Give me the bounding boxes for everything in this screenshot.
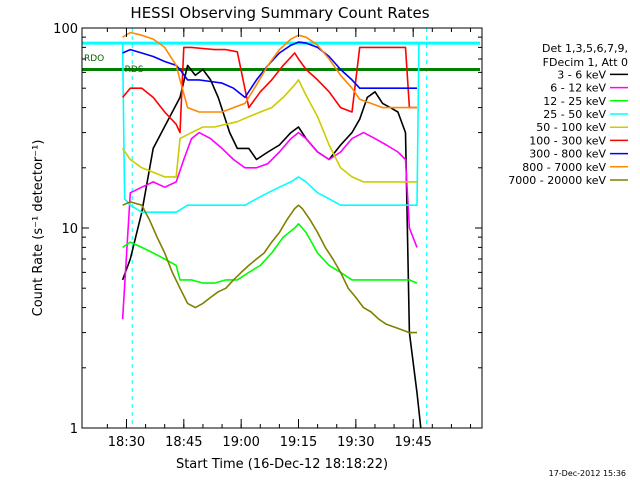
legend-label: 50 - 100 keV bbox=[536, 121, 606, 134]
legend-label: 6 - 12 keV bbox=[550, 82, 606, 95]
y-tick-label: 100 bbox=[53, 22, 78, 37]
x-tick-label: 19:45 bbox=[394, 435, 431, 450]
series-line-7 bbox=[122, 41, 417, 99]
series-line-3 bbox=[122, 223, 418, 284]
series-line-4 bbox=[82, 42, 440, 213]
series-line-1 bbox=[121, 64, 422, 428]
x-axis-label: Start Time (16-Dec-12 18:18:22) bbox=[176, 457, 388, 472]
legend-label: 25 - 50 keV bbox=[543, 108, 606, 121]
series-line-6 bbox=[121, 46, 417, 134]
x-tick-label: 18:30 bbox=[108, 435, 145, 450]
footer-timestamp: 17-Dec-2012 15:36 bbox=[549, 469, 626, 478]
series-line-8 bbox=[122, 31, 417, 113]
x-tick-label: 19:30 bbox=[337, 435, 374, 450]
legend: Det 1,3,5,6,7,9,FDecim 1, Att 03 - 6 keV… bbox=[508, 42, 628, 187]
annotation-rds: RDS bbox=[125, 65, 144, 75]
series-line-5 bbox=[121, 79, 417, 183]
legend-label: 7000 - 20000 keV bbox=[508, 174, 606, 187]
x-tick-label: 19:00 bbox=[222, 435, 259, 450]
y-tick-label: 10 bbox=[61, 222, 78, 237]
x-tick-label: 19:15 bbox=[280, 435, 317, 450]
legend-label: 300 - 800 keV bbox=[529, 148, 606, 161]
annotation-rdo: RDO bbox=[84, 54, 104, 64]
plot-area: RDO RDS bbox=[82, 28, 480, 428]
legend-label: 12 - 25 keV bbox=[543, 95, 606, 108]
x-tick-label: 18:45 bbox=[165, 435, 202, 450]
chart-title: HESSI Observing Summary Count Rates bbox=[130, 4, 429, 22]
y-axis-label: Count Rate (s⁻¹ detector⁻¹) bbox=[31, 140, 46, 317]
legend-header: FDecim 1, Att 0 bbox=[543, 56, 628, 69]
series-line-2 bbox=[121, 131, 418, 320]
legend-label: 3 - 6 keV bbox=[557, 68, 606, 81]
series-line-9 bbox=[122, 201, 417, 334]
legend-header: Det 1,3,5,6,7,9, bbox=[542, 42, 628, 55]
y-tick-label: 1 bbox=[70, 422, 78, 437]
axes: 1 10 100 18:30 18:45 19:00 19:15 19:30 19:45 bbox=[53, 22, 482, 450]
legend-label: 100 - 300 keV bbox=[529, 134, 606, 147]
legend-label: 800 - 7000 keV bbox=[522, 161, 606, 174]
